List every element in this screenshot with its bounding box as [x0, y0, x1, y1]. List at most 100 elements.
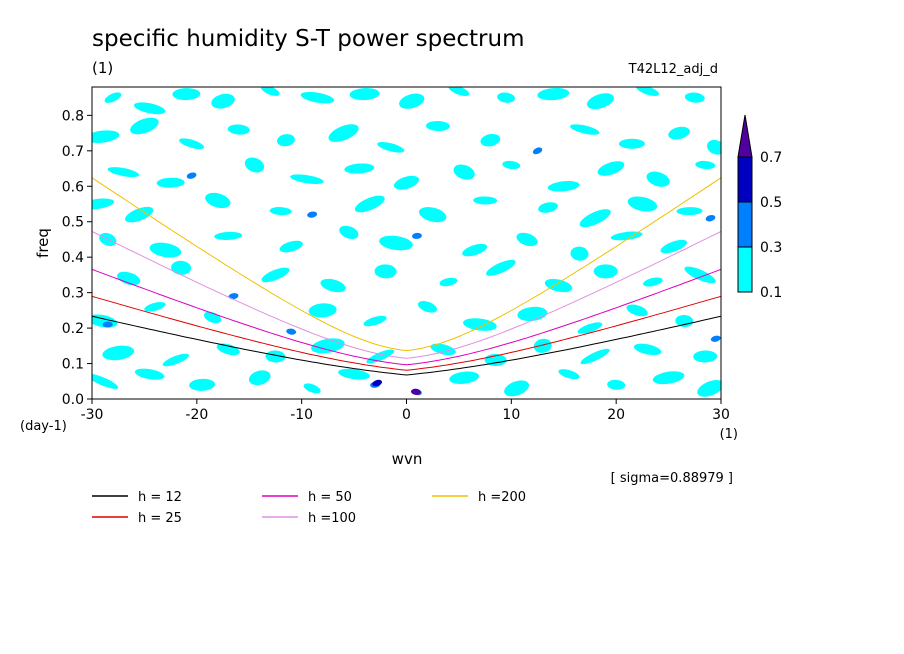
- y-tick-label: 0.5: [62, 215, 84, 231]
- contour-patch: [269, 207, 292, 216]
- contour-patch: [102, 321, 113, 328]
- contour-patch: [104, 92, 122, 103]
- contour-patch: [214, 231, 243, 240]
- dispersion-curve: [92, 295, 721, 371]
- contour-patch: [204, 311, 222, 324]
- contour-patch: [676, 207, 703, 216]
- contour-patch: [636, 87, 660, 96]
- y-tick-label: 0.2: [62, 321, 84, 337]
- contour-patch: [668, 126, 690, 140]
- contour-patch: [372, 379, 382, 387]
- y-tick-label: 0.0: [62, 392, 84, 408]
- contour-patch: [643, 277, 663, 287]
- legend-label: h = 12: [138, 490, 182, 505]
- contour-patch: [379, 235, 413, 251]
- contour-patch: [149, 242, 182, 258]
- chart-title: specific humidity S-T power spectrum: [92, 26, 524, 52]
- contour-patch: [419, 207, 447, 223]
- contour-patch: [354, 195, 385, 213]
- contour-patch: [462, 318, 497, 331]
- contour-patch: [328, 124, 359, 142]
- contour-patch: [186, 172, 197, 179]
- contour-patch: [684, 266, 716, 284]
- contour-patch: [179, 138, 205, 150]
- contour-patch: [705, 215, 716, 222]
- contour-patch: [538, 202, 558, 213]
- contour-patch: [399, 93, 425, 109]
- contour-patch: [307, 211, 318, 218]
- contour-patch: [244, 157, 265, 173]
- contour-patch: [480, 133, 501, 147]
- colorbar-label: 0.7: [760, 150, 782, 166]
- contour-patch: [92, 373, 119, 389]
- contour-patch: [532, 147, 543, 155]
- contour-patch: [411, 232, 422, 239]
- colorbar-segment: [737, 201, 753, 248]
- contour-patch: [162, 353, 190, 367]
- contour-patch: [547, 181, 580, 192]
- dispersion-curve: [92, 177, 721, 352]
- contour-patch: [579, 209, 611, 228]
- contour-patch: [205, 192, 231, 209]
- colorbar: 0.1 0.3 0.5 0.7: [737, 114, 782, 301]
- contour-patch: [697, 380, 721, 397]
- contour-patch: [593, 264, 618, 279]
- contour-patch: [260, 87, 280, 96]
- contour-patch: [580, 348, 610, 365]
- y-tick-label: 0.1: [62, 357, 84, 373]
- contour-patch: [349, 88, 380, 101]
- contour-patch: [684, 92, 705, 103]
- contour-patch: [410, 388, 421, 395]
- contour-patch: [695, 160, 716, 170]
- contour-patch: [597, 161, 625, 176]
- legend: h = 12 h = 25 h = 50 h =100 h =200: [92, 490, 526, 526]
- contour-patch: [279, 240, 303, 253]
- contour-patch: [133, 102, 166, 115]
- x-tick-label: -10: [290, 407, 313, 423]
- contour-patch: [660, 239, 688, 254]
- dispersion-curve: [92, 315, 721, 376]
- contour-patch: [216, 343, 240, 356]
- contour-patch: [107, 167, 140, 178]
- contour-patch: [693, 350, 718, 363]
- contour-patch: [425, 120, 450, 132]
- x-tick-label: -30: [81, 407, 104, 423]
- contour-patch: [707, 139, 721, 155]
- contour-patch: [227, 124, 250, 135]
- contour-patch: [618, 138, 645, 149]
- legend-label: h =200: [478, 490, 526, 505]
- contour-patch: [102, 345, 135, 361]
- contour-patch: [320, 278, 346, 293]
- legend-label: h = 25: [138, 511, 182, 526]
- contour-patch: [558, 369, 580, 380]
- dispersion-curve: [92, 230, 721, 359]
- contour-patch: [211, 93, 235, 109]
- contour-patch: [125, 206, 154, 223]
- contour-patch: [339, 225, 359, 240]
- plot-area: [92, 87, 721, 397]
- contour-patch: [300, 91, 335, 104]
- contour-patch: [277, 134, 295, 147]
- y-tick-label: 0.8: [62, 108, 84, 124]
- contour-patch: [338, 368, 370, 380]
- y-axis: 0.0 0.1 0.2 0.3 0.4 0.5 0.6 0.7 0.8: [62, 108, 92, 408]
- contour-patch: [117, 271, 141, 286]
- contour-patch: [171, 260, 192, 275]
- legend-label: h = 50: [308, 490, 352, 505]
- contour-patch: [363, 315, 387, 327]
- contour-patch: [586, 93, 614, 110]
- contour-patch: [286, 328, 297, 335]
- contour-patch: [261, 267, 290, 283]
- contour-patch: [627, 196, 658, 212]
- contour-patch: [633, 343, 662, 356]
- contour-patch: [189, 378, 216, 391]
- x-axis: -30 -20 -10 0 10 20 30: [81, 399, 730, 423]
- colorbar-label: 0.5: [760, 195, 782, 211]
- colorbar-segment: [737, 246, 753, 293]
- contour-layer: [92, 87, 721, 397]
- contour-patch: [92, 198, 115, 210]
- contour-patch: [248, 370, 271, 386]
- y-tick-label: 0.7: [62, 144, 84, 160]
- y-tick-label: 0.4: [62, 250, 84, 266]
